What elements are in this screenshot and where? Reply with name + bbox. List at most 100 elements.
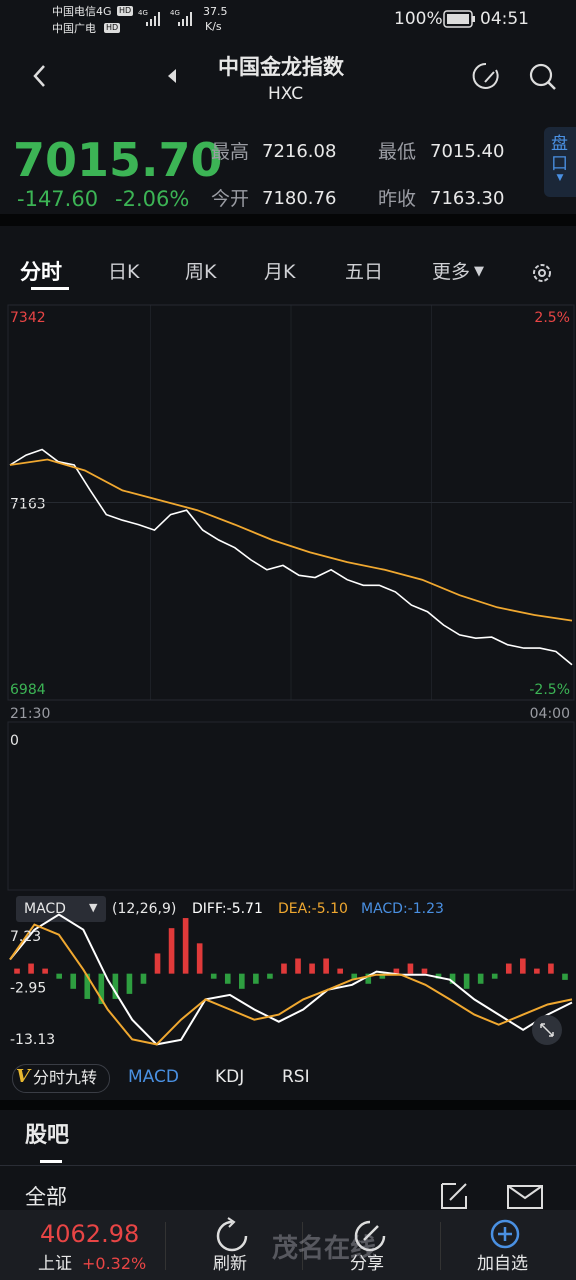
back[interactable] [33,65,45,87]
x-tick-label: 21:30 [10,706,50,722]
macd-bar [323,958,329,974]
macd-bar [70,973,77,989]
hd-badge: HD [104,23,121,33]
dropdown-arrow: ▼ [474,264,484,279]
indicator-tab[interactable]: MACD [128,1067,179,1087]
separator [165,1222,166,1270]
hd-badge: HD [117,6,134,16]
macd-bar [365,973,372,984]
series-line [9,458,573,622]
price: 7015.70 [13,133,223,187]
macd-bar [224,973,231,984]
plot-frame [7,304,575,701]
index-name: 上证 [38,1254,72,1274]
refresh-icon[interactable] [472,62,499,89]
tab[interactable]: 日K [108,261,140,283]
y-tick-label: 7163 [10,497,46,513]
macd-bar [491,973,498,979]
macd-bar [407,963,414,974]
add-watchlist[interactable]: 加自选 [477,1254,528,1274]
y-tick-label: 7.23 [10,929,41,945]
tab[interactable]: 月K [264,261,296,283]
panel-button-text: 盘口 [551,134,568,174]
filter[interactable]: 全部 [25,1185,67,1209]
mail-icon[interactable] [507,1185,543,1209]
panel-arrow: ▼ [556,173,564,183]
macd-bar [295,958,301,974]
bottom-icons [216,1217,520,1252]
tab[interactable]: 更多 [432,261,471,283]
share[interactable]: 分享 [350,1254,384,1274]
macd-bar [393,968,400,974]
tab[interactable]: 分时 [20,260,62,284]
edit-icon[interactable] [441,1183,467,1209]
expand-icon [540,1023,554,1037]
carrier: 中国电信4G [52,5,112,18]
macd-bar [449,973,456,984]
net-speed-unit: K/s [205,20,222,33]
search-icon[interactable] [529,63,556,90]
macd-bar [28,963,34,974]
macd-bar [421,968,428,974]
panel-button[interactable]: 盘口 ▼ [544,127,576,197]
macd-bar [309,963,315,974]
indicator-tab[interactable]: RSI [282,1067,310,1087]
indicator-stat: DIFF:-5.71 [192,901,263,917]
macd-bar [520,958,526,974]
label: 最低 [378,141,417,163]
macd-bar [267,973,273,979]
y2-tick-label: -2.5% [529,682,570,698]
macd-bar [505,963,512,974]
y-tick-label: 6984 [10,682,46,698]
label: 今开 [211,188,250,210]
macd-bar [435,973,442,979]
macd-bar [463,973,470,989]
series-line [9,448,573,666]
change: -147.60 [17,187,99,211]
title: 中国金龙指数 [218,55,344,79]
index-value[interactable]: 4062.98 [40,1220,140,1248]
forum-title[interactable]: 股吧 [25,1123,70,1148]
value: 7216.08 [262,141,337,162]
volume-frame [7,721,575,891]
indicator-tab[interactable]: KDJ [215,1067,245,1087]
macd-bar [84,973,91,999]
change-pct: -2.06% [115,187,190,211]
refresh[interactable]: 刷新 [213,1254,247,1274]
value: 7180.76 [262,188,337,209]
macd-bar [154,953,161,974]
settings-icon[interactable] [530,261,554,285]
divider [0,214,576,226]
series-line [9,913,573,1046]
network: 4G [170,9,180,17]
tab[interactable]: 五日 [345,261,384,283]
macd-bar [56,973,62,979]
expand-button[interactable] [532,1015,562,1045]
x-tick-label: 04:00 [530,706,570,722]
macd-bar [140,973,147,984]
label: 昨收 [378,188,417,210]
tab-indicator [40,1160,62,1163]
macd-bar [210,973,217,979]
macd-bar [196,943,203,974]
separator [0,1165,576,1166]
watermark: 茂名在线 [272,1234,377,1264]
indicator-tab[interactable]: 分时九转 [33,1068,98,1087]
clock: 04:51 [480,9,529,29]
forum-icons [441,1183,543,1209]
macd-bar [126,973,133,994]
tab-indicator [31,287,69,290]
macd-bar [548,963,554,974]
y-tick-label: -13.13 [10,1032,55,1048]
tab[interactable]: 周K [185,261,217,283]
volume-tick-label: 0 [10,733,19,749]
macd-bar [281,963,287,974]
index-change: +0.32% [82,1254,147,1273]
y2-tick-label: 2.5% [534,310,570,326]
macd-bar [112,973,119,999]
macd-bar [253,973,259,984]
pill[interactable] [12,1064,110,1093]
macd-bar [562,973,568,980]
y-tick-label: -2.95 [10,981,46,997]
